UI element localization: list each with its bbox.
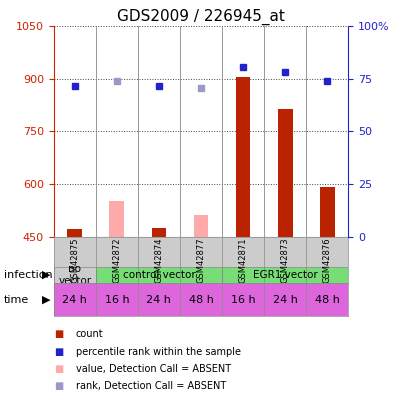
Text: ■: ■ [54, 329, 63, 339]
Bar [194, 215, 209, 237]
Text: 24 h: 24 h [273, 294, 298, 305]
Bar [180, 283, 222, 316]
Bar [67, 230, 82, 237]
Text: ■: ■ [54, 364, 63, 374]
Text: value, Detection Call = ABSENT: value, Detection Call = ABSENT [76, 364, 231, 374]
Bar [222, 267, 348, 283]
Text: 48 h: 48 h [315, 294, 339, 305]
Text: ▶: ▶ [42, 294, 50, 305]
Text: 16 h: 16 h [105, 294, 129, 305]
Text: 24 h: 24 h [146, 294, 172, 305]
Text: GSM42877: GSM42877 [197, 237, 205, 283]
Text: 16 h: 16 h [231, 294, 256, 305]
Bar [278, 109, 293, 237]
Bar [138, 283, 180, 316]
Text: count: count [76, 329, 103, 339]
Text: rank, Detection Call = ABSENT: rank, Detection Call = ABSENT [76, 382, 226, 391]
Bar [222, 283, 264, 316]
Text: 48 h: 48 h [189, 294, 213, 305]
Bar [54, 267, 96, 283]
Text: GSM42874: GSM42874 [154, 237, 164, 283]
Bar [264, 283, 306, 316]
Text: GSM42876: GSM42876 [323, 237, 332, 283]
Text: time: time [4, 294, 29, 305]
Text: no
vector: no vector [58, 264, 91, 286]
Text: ■: ■ [54, 347, 63, 356]
Text: infection: infection [4, 270, 53, 280]
Bar [54, 283, 96, 316]
Bar [96, 267, 222, 283]
Bar [152, 228, 166, 237]
Text: 24 h: 24 h [62, 294, 87, 305]
Text: EGR1 vector: EGR1 vector [253, 270, 318, 280]
Text: GSM42873: GSM42873 [281, 237, 290, 283]
Text: control vector: control vector [123, 270, 195, 280]
Text: GSM42872: GSM42872 [112, 237, 121, 283]
Text: percentile rank within the sample: percentile rank within the sample [76, 347, 241, 356]
Text: ■: ■ [54, 382, 63, 391]
Text: GSM42875: GSM42875 [70, 237, 79, 283]
Bar [109, 201, 124, 237]
Bar [320, 188, 335, 237]
Text: GSM42871: GSM42871 [238, 237, 248, 283]
Title: GDS2009 / 226945_at: GDS2009 / 226945_at [117, 9, 285, 25]
Bar [236, 77, 250, 237]
Text: ▶: ▶ [42, 270, 50, 280]
Bar [96, 283, 138, 316]
Bar [306, 283, 348, 316]
